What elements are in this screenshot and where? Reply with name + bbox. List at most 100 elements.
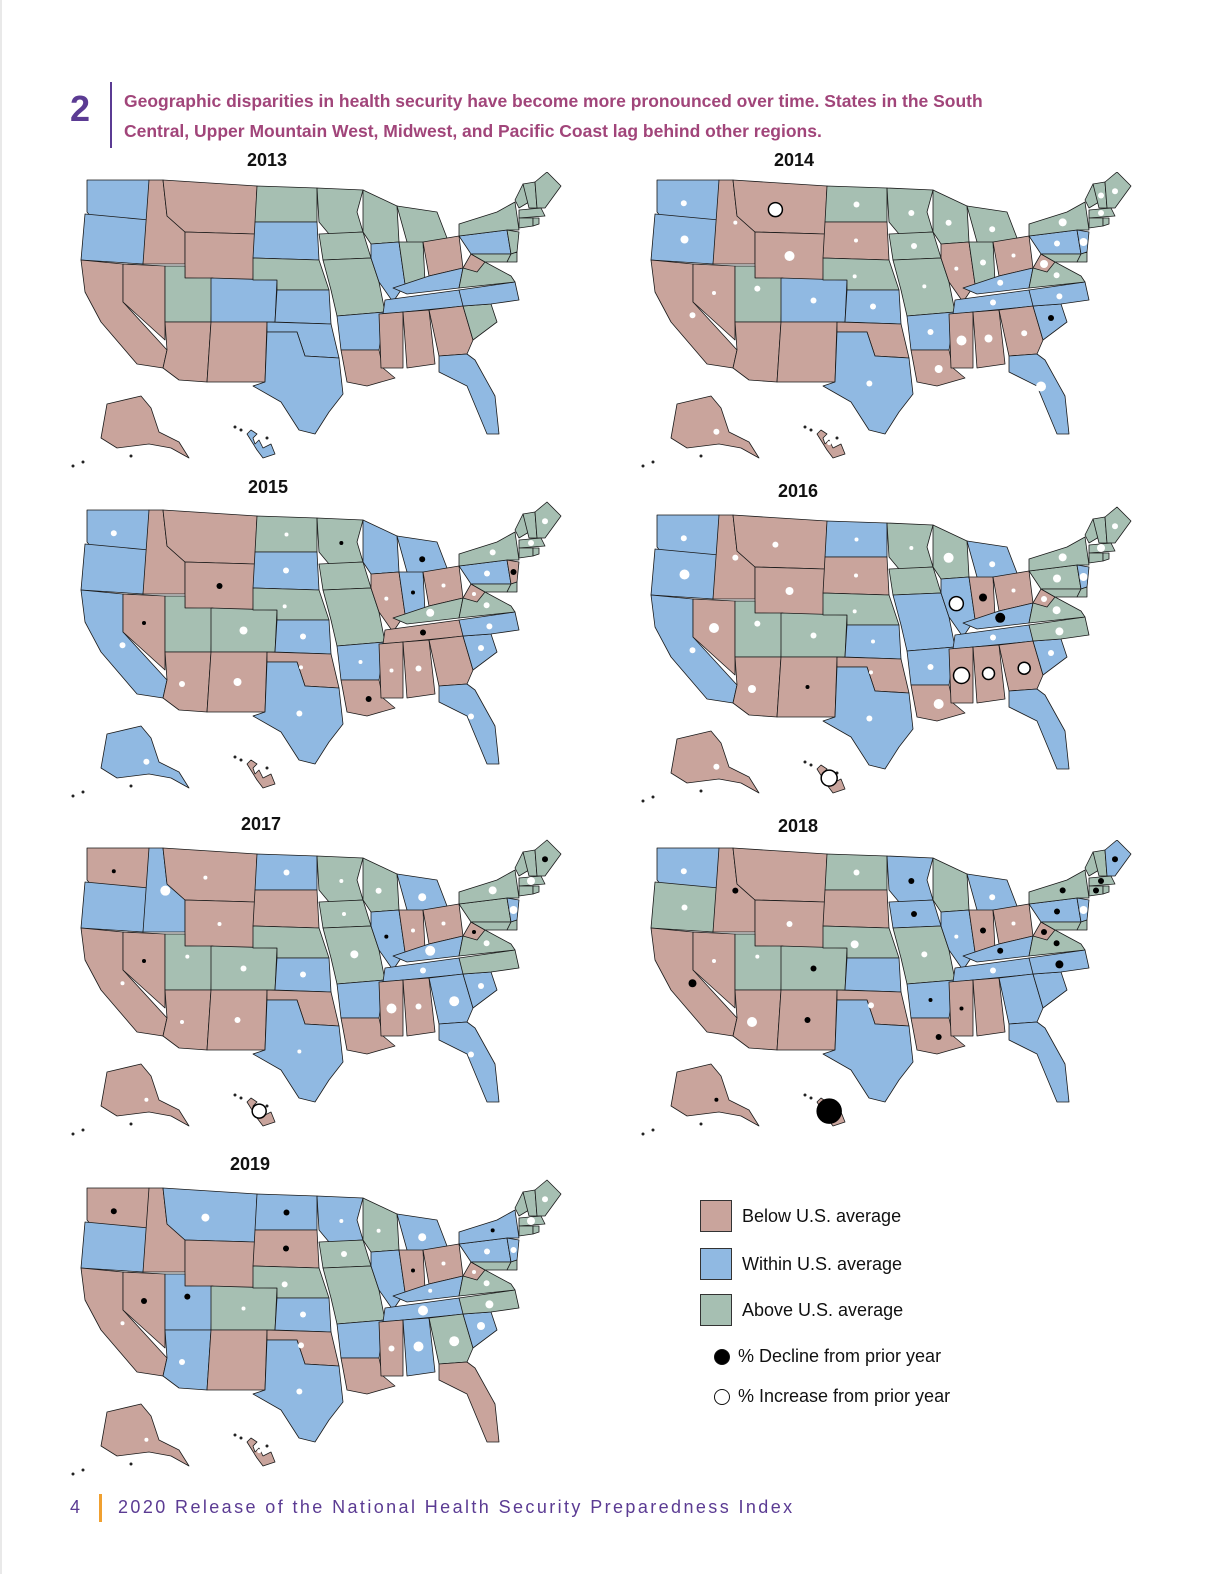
island-speck-2016-3 (699, 789, 703, 793)
decline-dot-tn-2015 (420, 629, 426, 636)
legend-item-within: Within U.S. average (700, 1248, 902, 1280)
finding-divider (110, 82, 112, 148)
state-nv-2019 (122, 1271, 166, 1349)
island-speck-2014-0 (803, 425, 807, 429)
increase-dot-or-2016 (679, 569, 690, 580)
state-wy-2013 (184, 231, 256, 281)
increase-dot-il-2018 (954, 934, 959, 939)
increase-dot-tn-2014 (990, 299, 996, 306)
increase-dot-nc-2019 (485, 1300, 494, 1309)
state-nm-2014 (776, 321, 838, 383)
increase-dot-mn-2016 (909, 546, 914, 550)
state-nv-2017 (122, 931, 166, 1009)
island-speck-2019-3 (129, 1462, 133, 1466)
state-ri-2016 (1102, 552, 1110, 562)
state-ms-2013 (378, 311, 404, 369)
increase-dot-ne-2019 (281, 1281, 288, 1288)
state-me-2018 (1104, 840, 1132, 877)
us-map-2019 (71, 1179, 562, 1476)
increase-dot-sc-2015 (478, 645, 484, 651)
state-ak-2013 (100, 395, 190, 459)
state-nd-2013 (254, 185, 318, 223)
increase-dot-fl-2014 (1036, 381, 1046, 392)
decline-dot-sd-2019 (283, 1245, 289, 1252)
increase-dot-ga-2017 (449, 996, 460, 1007)
island-speck-2016-1 (809, 763, 813, 767)
state-ar-2019 (336, 1319, 386, 1359)
state-de-2014 (1076, 251, 1088, 263)
increase-dot-co-2015 (239, 626, 248, 635)
increase-dot-al-2015 (415, 665, 422, 672)
state-tx-2013 (252, 331, 344, 435)
decline-dot-id-2018 (732, 887, 739, 894)
state-wi-2019 (362, 1197, 400, 1253)
state-ak-2017 (100, 1063, 190, 1127)
island-speck-2014-4 (651, 460, 655, 464)
finding-text: Geographic disparities in health securit… (124, 91, 983, 141)
increase-dot-tx-2015 (296, 710, 303, 717)
increase-dot-ak-2016 (713, 763, 720, 770)
island-speck-2017-5 (71, 1132, 75, 1136)
increase-dot-al-2016 (981, 666, 996, 681)
island-speck-2019-5 (71, 1472, 75, 1476)
island-speck-2014-1 (809, 428, 813, 432)
legend-label-above: Above U.S. average (742, 1299, 904, 1320)
state-az-2014 (732, 321, 782, 383)
increase-dot-va-2016 (1052, 606, 1061, 615)
increase-dot-nc-2016 (1055, 627, 1064, 636)
increase-dot-az-2019 (179, 1359, 185, 1365)
increase-dot-mn-2019 (339, 1219, 344, 1223)
island-speck-2017-4 (81, 1128, 85, 1132)
increase-dot-tn-2016 (990, 634, 996, 641)
increase-dot-tn-2019 (418, 1305, 428, 1316)
us-map-2018 (641, 840, 1132, 1136)
state-me-2014 (1104, 172, 1132, 209)
increase-dot-la-2014 (934, 365, 943, 373)
increase-dot-wi-2019 (376, 1228, 381, 1233)
island-speck-2015-5 (71, 794, 75, 798)
decline-dot-la-2018 (935, 1034, 942, 1040)
increase-dot-ny-2017 (488, 886, 497, 895)
island-speck-2019-1 (239, 1436, 243, 1440)
decline-dot-ms-2018 (959, 1006, 964, 1011)
state-ri-2013 (532, 217, 540, 227)
increase-dot-nj-2016 (1079, 573, 1088, 581)
increase-dot-nd-2017 (283, 869, 290, 876)
legend-item-decline: % Decline from prior year (700, 1346, 941, 1367)
increase-dot-me-2019 (542, 1196, 548, 1203)
increase-dot-ut-2014 (754, 285, 761, 292)
increase-dot-mo-2018 (921, 951, 928, 958)
state-nv-2014 (692, 263, 736, 341)
legend-label-within: Within U.S. average (742, 1253, 903, 1274)
island-speck-2016-5 (641, 799, 645, 803)
island-speck-2013-4 (81, 460, 85, 464)
state-la-2017 (340, 1017, 396, 1055)
decline-dot-nc-2018 (1055, 960, 1064, 969)
footer-title: 2020 Release of the National Health Secu… (118, 1497, 795, 1517)
increase-dot-mo-2014 (922, 284, 927, 289)
increase-dot-ks-2014 (870, 303, 876, 310)
state-mn-2013 (316, 187, 364, 235)
state-ia-2016 (888, 566, 942, 596)
increase-dot-sd-2015 (283, 567, 289, 574)
decline-dot-wv-2017 (472, 930, 476, 934)
island-speck-2018-3 (699, 1122, 703, 1126)
state-wi-2013 (362, 189, 400, 245)
increase-dot-nj-2017 (509, 906, 518, 914)
increase-dot-sd-2016 (854, 573, 858, 578)
map-title-2015: 2015 (248, 477, 289, 497)
increase-dot-tx-2014 (866, 380, 873, 387)
increase-dot-nd-2014 (853, 201, 860, 208)
state-ak-2015 (100, 725, 190, 789)
increase-dot-va-2017 (483, 940, 490, 947)
increase-dot-oh-2014 (1011, 253, 1016, 258)
increase-dot-al-2014 (984, 334, 993, 343)
increase-dot-ok-2018 (868, 1002, 874, 1009)
increase-dot-ak-2019 (144, 1437, 149, 1442)
decline-dot-ky-2018 (997, 947, 1004, 954)
state-tx-2018 (822, 999, 914, 1103)
state-fl-2019 (438, 1361, 500, 1443)
map-title-2017: 2017 (241, 814, 282, 834)
state-ak-2019 (100, 1403, 190, 1467)
legend-label-decline: % Decline from prior year (738, 1346, 942, 1366)
